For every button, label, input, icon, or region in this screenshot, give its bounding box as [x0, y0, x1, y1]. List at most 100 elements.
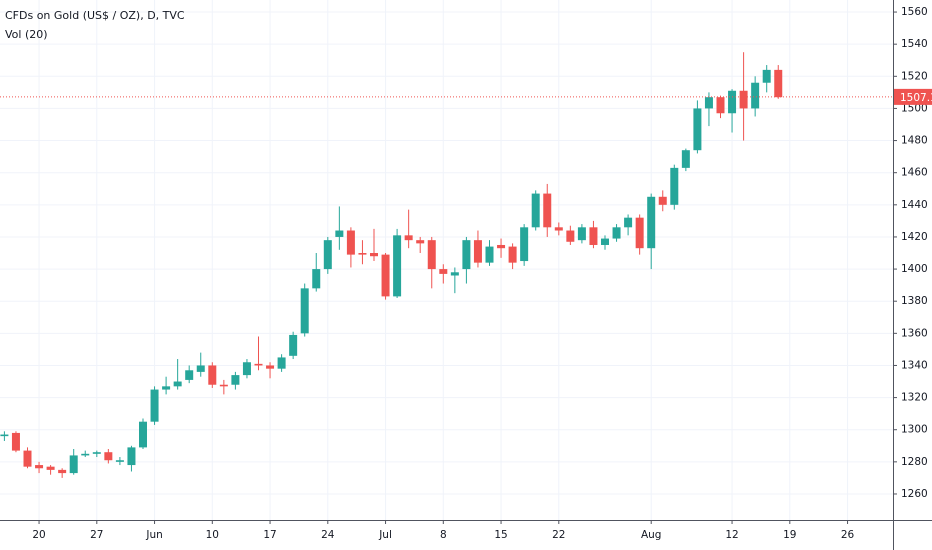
y-tick-label: 1360	[901, 327, 928, 339]
candle-body	[462, 240, 471, 270]
candle-body	[370, 253, 378, 257]
candle-body	[23, 450, 32, 467]
candle-body	[35, 465, 44, 469]
x-tick-label: 10	[206, 529, 219, 541]
y-tick-label: 1320	[901, 392, 928, 404]
candle-body	[150, 389, 159, 422]
candle-body	[254, 363, 263, 366]
candle-body	[323, 240, 332, 270]
y-tick-label: 1520	[901, 70, 928, 82]
candle-body	[681, 150, 690, 168]
candle-body	[162, 386, 171, 390]
candle-body	[231, 375, 240, 385]
candle-body	[300, 288, 309, 334]
candle-body	[81, 453, 90, 456]
candle-body	[92, 452, 101, 454]
candle-body	[115, 460, 124, 462]
chart-title: CFDs on Gold (US$ / OZ), D, TVC	[5, 9, 185, 22]
candle-body	[624, 217, 633, 228]
candle-body	[589, 227, 598, 245]
y-tick-label: 1420	[901, 231, 928, 243]
y-tick-label: 1380	[901, 295, 928, 307]
candle-body	[69, 455, 78, 474]
y-tick-label: 1300	[901, 424, 928, 436]
candle-body	[127, 447, 136, 466]
candle-body	[658, 196, 667, 205]
candle-body	[346, 230, 355, 255]
y-tick-label: 1280	[901, 456, 928, 468]
x-tick-label: 12	[725, 529, 738, 541]
candle-body	[635, 217, 644, 249]
candle-body	[450, 272, 459, 276]
candle-body	[381, 254, 390, 297]
candle-body	[46, 466, 55, 470]
indicator-label: Vol (20)	[5, 28, 48, 41]
candle-body	[647, 196, 656, 249]
candle-body	[577, 227, 586, 241]
y-tick-label: 1460	[901, 167, 928, 179]
y-tick-label: 1500	[901, 102, 928, 114]
candle-body	[185, 370, 194, 380]
x-tick-label: 24	[321, 529, 335, 541]
x-tick-label: Jun	[145, 529, 162, 541]
candle-body	[139, 421, 147, 448]
x-tick-label: 22	[552, 529, 565, 541]
x-tick-label: 26	[841, 529, 855, 541]
candle-body	[497, 244, 506, 249]
candle-body	[404, 235, 413, 241]
x-tick-label: Jul	[378, 529, 392, 541]
candle-body	[219, 384, 228, 387]
candle-body	[716, 97, 725, 114]
candle-body	[670, 167, 679, 205]
candle-body	[104, 452, 113, 461]
candle-body	[774, 69, 783, 98]
candle-body	[289, 334, 298, 356]
candle-body	[173, 381, 182, 387]
candle-body	[335, 230, 344, 237]
y-tick-label: 1540	[901, 38, 928, 50]
last-price-box	[894, 88, 932, 105]
x-tick-label: 17	[263, 529, 276, 541]
candle-body	[543, 193, 552, 228]
candle-body	[393, 235, 402, 297]
last-price-label: 1507.19	[900, 92, 932, 104]
y-tick-label: 1260	[901, 488, 928, 500]
x-tick-label: 8	[440, 529, 447, 541]
candle-body	[728, 90, 737, 114]
candle-body	[566, 230, 575, 242]
candle-body	[554, 227, 563, 231]
candle-body	[704, 97, 713, 109]
candle-body	[739, 90, 748, 109]
candle-body	[612, 227, 621, 239]
y-tick-label: 1440	[901, 199, 928, 211]
candle-body	[762, 69, 771, 83]
x-tick-label: 27	[90, 529, 103, 541]
candle-body	[196, 365, 205, 372]
x-tick-label: 20	[32, 529, 45, 541]
candle-body	[312, 269, 321, 289]
candle-body	[266, 365, 275, 369]
x-tick-label: Aug	[641, 529, 662, 541]
candle-body	[11, 432, 20, 451]
candle-body	[416, 240, 425, 244]
y-tick-label: 1340	[901, 359, 928, 371]
y-tick-label: 1400	[901, 263, 928, 275]
candle-body	[208, 365, 217, 385]
x-tick-label: 15	[494, 529, 507, 541]
candle-body	[427, 240, 436, 270]
candle-body	[277, 357, 286, 369]
candle-body	[693, 108, 702, 151]
candle-body	[439, 269, 448, 274]
candle-body	[358, 253, 367, 255]
candles	[0, 52, 783, 478]
candle-body	[751, 82, 760, 109]
candle-body	[601, 238, 609, 245]
candle-body	[508, 246, 517, 263]
candle-body	[242, 362, 251, 376]
candle-body	[58, 469, 67, 474]
candle-body	[473, 240, 482, 263]
candle-body	[485, 246, 494, 263]
y-tick-label: 1480	[901, 135, 928, 147]
candle-body	[520, 227, 529, 262]
